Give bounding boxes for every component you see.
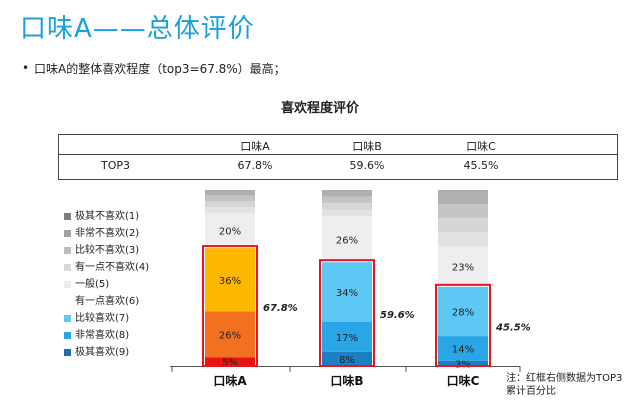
bar-segment [322, 262, 372, 322]
bar-segment-grey [438, 190, 488, 205]
top3-highlight-frame [435, 283, 491, 367]
legend-label: 非常喜欢(8) [75, 330, 130, 341]
legend-item: 极其喜欢(9) [64, 344, 149, 361]
bar-segment [205, 248, 255, 312]
bar-segment-grey [205, 195, 255, 202]
bar-segment-grey [205, 201, 255, 208]
bar-value-label: 8% [339, 355, 355, 366]
bar-segment-grey [322, 209, 372, 217]
legend-label: 极其不喜欢(1) [75, 211, 140, 222]
legend-item: 一般(5) [64, 276, 149, 293]
legend-label: 比较喜欢(7) [75, 313, 130, 324]
bar-segment [322, 351, 372, 366]
bar-segment-grey [438, 204, 488, 219]
bar-value-label: 34% [336, 288, 358, 299]
category-label: 口味C [447, 373, 480, 388]
bar-value-label: 26% [336, 235, 358, 246]
legend-swatch [64, 247, 71, 254]
footnote: 注：红框右侧数据为TOP3 累计百分比 [506, 372, 622, 398]
bar-segment [322, 216, 372, 263]
table-divider [59, 154, 617, 155]
bar-segment [438, 336, 488, 361]
legend-label: 非常不喜欢(2) [75, 228, 140, 239]
top3-label: 67.8% [263, 303, 298, 314]
legend-label: 比较不喜欢(3) [75, 245, 140, 256]
legend-swatch [64, 315, 71, 322]
bar-value-label: 20% [219, 226, 241, 237]
legend-label: 一般(5) [75, 279, 110, 290]
footnote-line-2: 累计百分比 [506, 386, 556, 397]
slide-title: 口味A——总体评价 [20, 14, 255, 44]
bar-segment-grey [322, 196, 372, 204]
bar-segment [438, 360, 488, 366]
bar-segment-grey [322, 203, 372, 210]
top3-label: 59.6% [380, 310, 415, 321]
bar-value-label: 28% [452, 307, 474, 318]
bar-value-label: 5% [222, 358, 238, 369]
bar-segment [205, 357, 255, 366]
category-label: 口味A [213, 373, 247, 388]
table-row-label: TOP3 [101, 159, 131, 172]
legend-item: 有一点不喜欢(4) [64, 259, 149, 276]
legend-label: 极其喜欢(9) [75, 347, 130, 358]
legend-item: 非常不喜欢(2) [64, 225, 149, 242]
table-header-b: 口味B [352, 140, 382, 153]
category-label: 口味B [330, 373, 363, 388]
top3-label: 45.5% [495, 322, 531, 333]
legend-item: 极其不喜欢(1) [64, 208, 149, 225]
bar-segment-grey [438, 218, 488, 233]
bar-segment [205, 212, 255, 249]
table-value-b: 59.6% [349, 159, 385, 172]
bar-value-label: 26% [219, 330, 241, 341]
chart-legend: 极其不喜欢(1) 非常不喜欢(2) 比较不喜欢(3) 有一点不喜欢(4) 一般(5) 有一… [64, 208, 149, 361]
legend-item: 比较不喜欢(3) [64, 242, 149, 259]
legend-label: 有一点喜欢(6) [75, 296, 140, 307]
top3-highlight-frame [319, 259, 375, 367]
bar-segment [438, 286, 488, 337]
bar-segment [205, 311, 255, 358]
legend-swatch [64, 281, 71, 288]
legend-swatch [64, 213, 71, 220]
legend-swatch [64, 264, 71, 271]
bar-value-label: 36% [219, 276, 241, 287]
table-header-a: 口味A [240, 140, 270, 153]
legend-swatch [64, 230, 71, 237]
bullet-dot: • [22, 61, 30, 75]
table-value-a: 67.8% [237, 159, 273, 172]
bar-segment [322, 322, 372, 352]
top3-highlight-frame [202, 245, 258, 367]
bar-value-label: 17% [336, 333, 358, 344]
summary-text: 口味A的整体喜欢程度（top3=67.8%）最高； [34, 62, 286, 76]
bar-value-label: 23% [452, 263, 474, 274]
table-value-c: 45.5% [463, 159, 499, 172]
bar-segment [438, 246, 488, 287]
chart-title: 喜欢程度评价 [280, 101, 359, 116]
bar-value-label: 14% [452, 344, 474, 355]
footnote-line-1: 注：红框右侧数据为TOP3 [506, 373, 623, 384]
legend-swatch [64, 332, 71, 339]
legend-item: 有一点喜欢(6) [64, 293, 149, 310]
table-header-c: 口味C [466, 140, 496, 153]
legend-swatch [64, 349, 71, 356]
bar-segment-grey [205, 207, 255, 213]
legend-item: 非常喜欢(8) [64, 327, 149, 344]
legend-swatch [64, 298, 71, 305]
bar-segment-grey [322, 190, 372, 197]
bar-value-label: 3% [455, 359, 471, 370]
bar-segment-grey [438, 232, 488, 247]
legend-label: 有一点不喜欢(4) [75, 262, 150, 273]
legend-item: 比较喜欢(7) [64, 310, 149, 327]
top3-table: 口味A 口味B 口味C TOP3 67.8% 59.6% 45.5% [58, 134, 618, 180]
bar-segment-grey [205, 190, 255, 196]
